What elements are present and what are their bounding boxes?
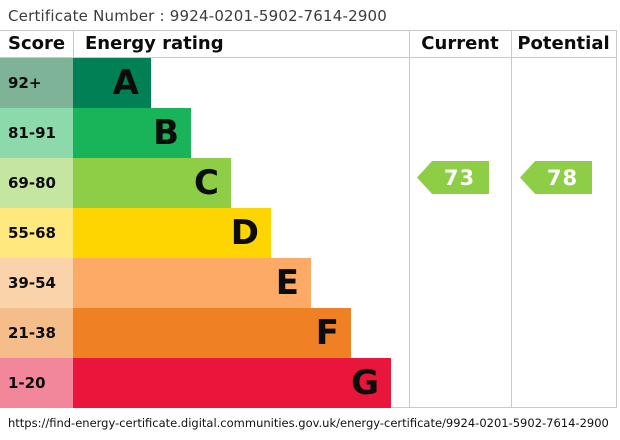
score-cell: 92+	[0, 58, 73, 108]
band-letter: F	[315, 313, 339, 353]
band-row-c: 69-80 C	[0, 158, 620, 208]
band-bar-c: C	[73, 158, 231, 208]
band-letter: D	[230, 213, 259, 253]
band-row-g: 1-20 G	[0, 358, 620, 408]
score-cell: 21-38	[0, 308, 73, 358]
rating-bands: 92+ A 81-91 B 69-80 C 55-68 D 39-54 E 21…	[0, 58, 620, 408]
column-header-energy-rating: Energy rating	[85, 33, 224, 54]
score-cell: 55-68	[0, 208, 73, 258]
footer-certificate-url[interactable]: https://find-energy-certificate.digital.…	[8, 416, 609, 430]
band-bar-f: F	[73, 308, 351, 358]
current-value: 73	[443, 165, 476, 190]
current-arrow: 73	[417, 161, 489, 194]
band-row-a: 92+ A	[0, 58, 620, 108]
column-header-potential: Potential	[517, 33, 610, 54]
potential-value: 78	[546, 165, 579, 190]
band-row-e: 39-54 E	[0, 258, 620, 308]
score-cell: 81-91	[0, 108, 73, 158]
band-bar-a: A	[73, 58, 151, 108]
band-bar-d: D	[73, 208, 271, 258]
band-row-d: 55-68 D	[0, 208, 620, 258]
certificate-number: Certificate Number : 9924-0201-5902-7614…	[8, 7, 388, 25]
band-letter: C	[194, 163, 219, 203]
potential-column-divider	[511, 30, 512, 408]
band-row-f: 21-38 F	[0, 308, 620, 358]
column-header-score: Score	[8, 33, 66, 54]
score-cell: 1-20	[0, 358, 73, 408]
band-letter: A	[112, 63, 139, 103]
table-right-border	[616, 30, 617, 408]
score-cell: 39-54	[0, 258, 73, 308]
band-letter: G	[351, 363, 379, 403]
potential-arrow: 78	[520, 161, 592, 194]
band-letter: B	[153, 113, 179, 153]
band-bar-e: E	[73, 258, 311, 308]
score-cell: 69-80	[0, 158, 73, 208]
band-bar-b: B	[73, 108, 191, 158]
current-column-divider	[409, 30, 410, 408]
column-header-current: Current	[421, 33, 499, 54]
band-bar-g: G	[73, 358, 391, 408]
band-letter: E	[275, 263, 299, 303]
table-top-border	[0, 30, 617, 31]
header-bottom-border	[0, 57, 617, 58]
band-row-b: 81-91 B	[0, 108, 620, 158]
